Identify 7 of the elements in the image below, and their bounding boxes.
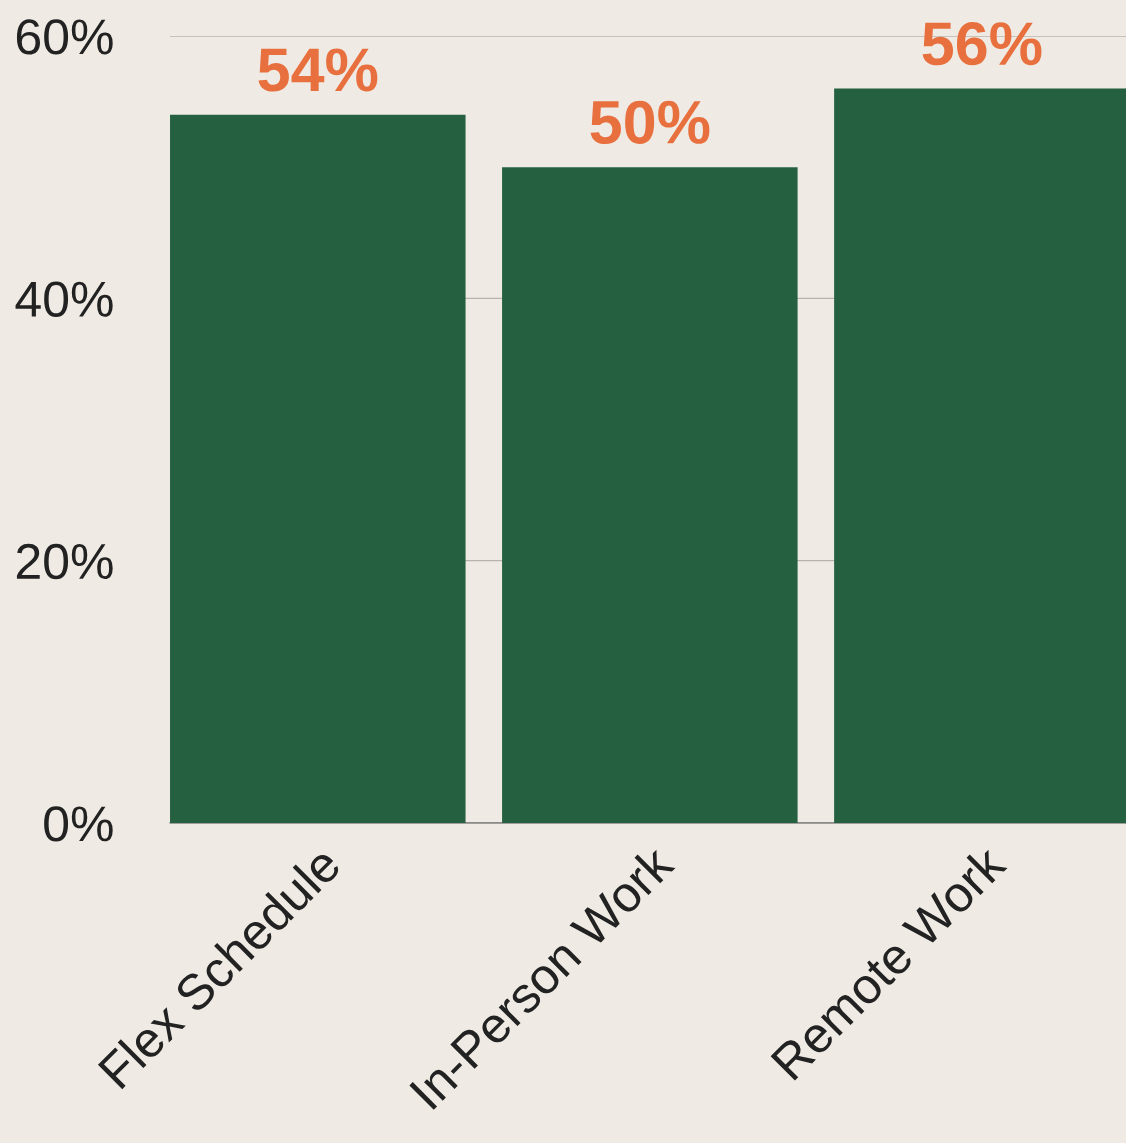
data-label: 54%	[258, 48, 378, 92]
y-tick-label: 0%	[44, 806, 113, 842]
data-label: 56%	[922, 22, 1042, 66]
data-label: 50%	[590, 100, 710, 144]
y-tick-label: 60%	[16, 19, 113, 55]
y-tick-label: 40%	[15, 281, 113, 317]
y-tick-label: 20%	[16, 543, 113, 580]
